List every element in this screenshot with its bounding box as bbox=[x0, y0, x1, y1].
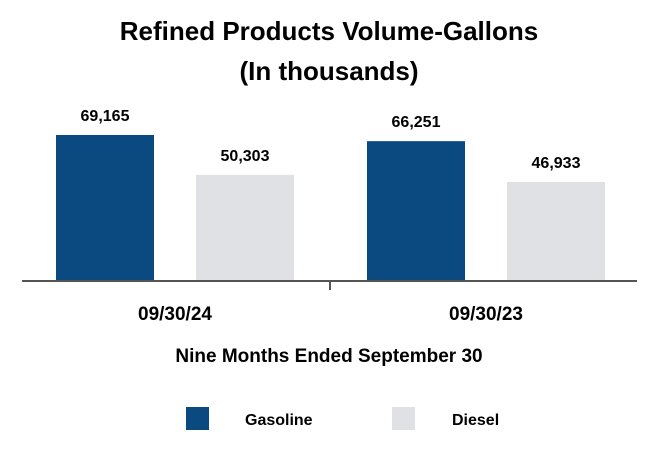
data-label-diesel-0923: 46,933 bbox=[532, 155, 581, 172]
legend-label-diesel: Diesel bbox=[452, 412, 499, 429]
legend-label-gasoline: Gasoline bbox=[245, 412, 313, 429]
bars-layer: 69,165 66,251 50,303 46,933 bbox=[56, 108, 605, 281]
bar-diesel-0923 bbox=[507, 181, 605, 281]
legend-swatch-diesel bbox=[392, 407, 415, 430]
x-axis-label: Nine Months Ended September 30 bbox=[175, 346, 482, 367]
x-tick-label-0923: 09/30/23 bbox=[449, 304, 523, 325]
data-label-diesel-0924: 50,303 bbox=[221, 148, 270, 165]
bar-gasoline-0924 bbox=[56, 135, 154, 281]
chart-title-line1: Refined Products Volume-Gallons bbox=[120, 16, 538, 46]
data-label-gasoline-0923: 66,251 bbox=[392, 114, 441, 131]
legend-swatch-gasoline bbox=[186, 407, 209, 430]
chart-title-line2: (In thousands) bbox=[239, 56, 418, 86]
x-tick-label-0924: 09/30/24 bbox=[138, 304, 212, 325]
bar-diesel-0924 bbox=[196, 174, 294, 281]
bar-gasoline-0923 bbox=[367, 141, 465, 281]
data-label-gasoline-0924: 69,165 bbox=[81, 108, 130, 125]
